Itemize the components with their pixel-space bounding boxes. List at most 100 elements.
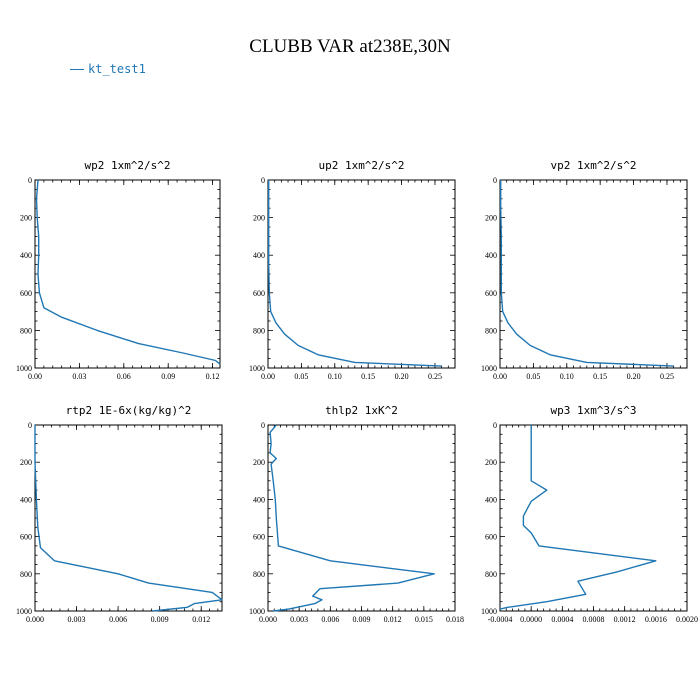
x-tick-label: 0.0016 [645, 615, 667, 624]
y-tick-label: 0 [493, 176, 497, 185]
y-tick-label: 600 [485, 533, 497, 542]
x-tick-label: 0.10 [328, 372, 342, 381]
x-tick-label: 0.00 [493, 372, 507, 381]
y-tick-label: 800 [485, 326, 497, 335]
y-tick-label: 200 [485, 214, 497, 223]
y-tick-label: 0 [493, 421, 497, 430]
y-tick-label: 400 [20, 251, 32, 260]
x-tick-label: 0.25 [428, 372, 442, 381]
series-line-kt_test1 [499, 425, 657, 610]
x-tick-label: 0.20 [627, 372, 641, 381]
panel-6: wp3 1xm^3/s^3 0 200 400 600 800 1000-0.0004 0.0… [481, 404, 698, 624]
y-tick-label: 800 [253, 570, 265, 579]
x-tick-label: 0.006 [109, 615, 127, 624]
y-tick-label: 1000 [481, 607, 497, 616]
x-tick-label: 0.0012 [614, 615, 636, 624]
y-tick-label: 200 [20, 214, 32, 223]
plot-frame [499, 179, 688, 369]
y-tick-label: 800 [20, 570, 32, 579]
series-line-kt_test1 [500, 180, 674, 367]
x-tick-label: 0.015 [415, 615, 433, 624]
y-tick-label: 400 [485, 251, 497, 260]
y-tick-label: 1000 [481, 364, 497, 373]
x-tick-label: 0.00 [261, 372, 275, 381]
legend-swatch [70, 69, 84, 70]
y-tick-label: 600 [20, 533, 32, 542]
y-tick-label: 0 [261, 176, 265, 185]
panel-4: rtp2 1E-6x(kg/kg)^2020040060080010000.00… [16, 404, 223, 624]
x-tick-label: 0.03 [72, 372, 86, 381]
x-tick-label: 0.009 [151, 615, 169, 624]
y-tick-label: 600 [20, 289, 32, 298]
x-tick-label: 0.000 [259, 615, 277, 624]
y-tick-label: 200 [253, 458, 265, 467]
x-tick-label: 0.0004 [551, 615, 573, 624]
y-tick-label: 0 [28, 176, 32, 185]
plot-frame [34, 424, 223, 612]
legend-label: kt_test1 [88, 62, 146, 76]
x-tick-label: 0.018 [446, 615, 464, 624]
x-tick-label: 0.0020 [676, 615, 698, 624]
y-tick-label: 1000 [16, 364, 32, 373]
x-tick-label: 0.012 [384, 615, 402, 624]
panel-title: wp3 1xm^3/s^3 [550, 404, 636, 417]
x-tick-label: 0.0000 [520, 615, 542, 624]
x-tick-label: 0.05 [294, 372, 308, 381]
series-line-kt_test1 [269, 424, 435, 612]
plot-frame [267, 424, 456, 612]
x-tick-label: -0.0004 [488, 615, 513, 624]
x-tick-label: 0.006 [321, 615, 339, 624]
y-tick-label: 1000 [249, 364, 265, 373]
series-line-kt_test1 [35, 179, 221, 365]
y-tick-label: 0 [261, 421, 265, 430]
y-tick-label: 1000 [249, 607, 265, 616]
panel-title: up2 1xm^2/s^2 [318, 159, 404, 172]
x-tick-label: 0.09 [161, 372, 175, 381]
y-tick-label: 600 [253, 533, 265, 542]
x-tick-label: 0.20 [395, 372, 409, 381]
panel-title: thlp2 1xK^2 [325, 404, 398, 417]
plot-frame [499, 424, 688, 612]
panel-title: vp2 1xm^2/s^2 [550, 159, 636, 172]
x-tick-label: 0.00 [28, 372, 42, 381]
x-tick-label: 0.12 [206, 372, 220, 381]
y-tick-label: 600 [253, 289, 265, 298]
y-tick-label: 400 [485, 495, 497, 504]
y-tick-label: 400 [20, 495, 32, 504]
x-tick-label: 0.009 [353, 615, 371, 624]
x-tick-label: 0.15 [593, 372, 607, 381]
x-tick-label: 0.05 [526, 372, 540, 381]
x-tick-label: 0.10 [560, 372, 574, 381]
x-tick-label: 0.003 [290, 615, 308, 624]
panel-title: rtp2 1E-6x(kg/kg)^2 [66, 404, 192, 417]
x-tick-label: 0.000 [26, 615, 44, 624]
x-tick-label: 0.06 [117, 372, 131, 381]
chart-title: CLUBB VAR at238E,30N [249, 36, 451, 57]
y-tick-label: 800 [485, 570, 497, 579]
series-line-kt_test1 [34, 425, 223, 612]
y-tick-label: 800 [253, 326, 265, 335]
y-tick-label: 0 [28, 421, 32, 430]
x-tick-label: 0.003 [68, 615, 86, 624]
y-tick-label: 400 [253, 495, 265, 504]
series-line-kt_test1 [268, 180, 442, 367]
x-tick-label: 0.25 [660, 372, 674, 381]
y-tick-label: 800 [20, 326, 32, 335]
y-tick-label: 1000 [16, 607, 32, 616]
x-tick-label: 0.0008 [583, 615, 605, 624]
x-tick-label: 0.15 [361, 372, 375, 381]
legend: kt_test1 [70, 62, 146, 76]
y-tick-label: 200 [253, 214, 265, 223]
y-tick-label: 200 [485, 458, 497, 467]
panel-title: wp2 1xm^2/s^2 [84, 159, 170, 172]
plot-frame [267, 179, 456, 369]
y-tick-label: 600 [485, 289, 497, 298]
y-tick-label: 200 [20, 458, 32, 467]
y-tick-label: 400 [253, 251, 265, 260]
x-tick-label: 0.012 [192, 615, 210, 624]
